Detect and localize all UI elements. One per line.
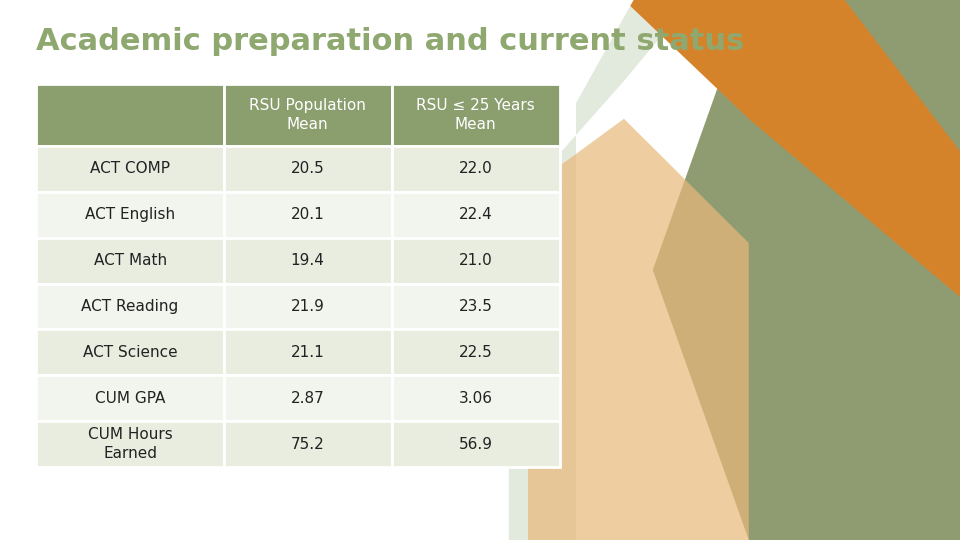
Text: 21.1: 21.1 <box>291 345 324 360</box>
Text: 19.4: 19.4 <box>291 253 324 268</box>
Text: ACT Math: ACT Math <box>93 253 167 268</box>
Text: CUM GPA: CUM GPA <box>95 391 165 406</box>
Text: 23.5: 23.5 <box>459 299 492 314</box>
Text: 2.87: 2.87 <box>291 391 324 406</box>
Text: Academic preparation and current status: Academic preparation and current status <box>36 27 745 56</box>
Text: RSU ≤ 25 Years
Mean: RSU ≤ 25 Years Mean <box>417 98 535 132</box>
Text: ACT English: ACT English <box>85 207 175 222</box>
Text: 3.06: 3.06 <box>459 391 492 406</box>
Text: ACT Science: ACT Science <box>83 345 178 360</box>
Text: 21.0: 21.0 <box>459 253 492 268</box>
Text: CUM Hours
Earned: CUM Hours Earned <box>87 427 173 461</box>
Text: 21.9: 21.9 <box>291 299 324 314</box>
Text: 22.5: 22.5 <box>459 345 492 360</box>
Text: ACT Reading: ACT Reading <box>82 299 179 314</box>
Text: 56.9: 56.9 <box>459 437 492 451</box>
Text: 20.5: 20.5 <box>291 161 324 176</box>
Text: RSU Population
Mean: RSU Population Mean <box>250 98 366 132</box>
Text: 75.2: 75.2 <box>291 437 324 451</box>
Text: 20.1: 20.1 <box>291 207 324 222</box>
Text: 22.4: 22.4 <box>459 207 492 222</box>
Text: ACT COMP: ACT COMP <box>90 161 170 176</box>
Text: 22.0: 22.0 <box>459 161 492 176</box>
